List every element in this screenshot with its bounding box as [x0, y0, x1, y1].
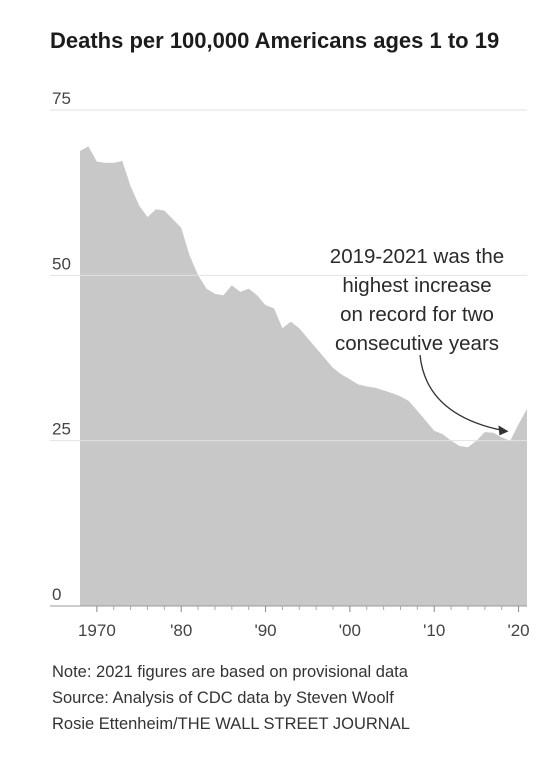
x-tick-label: 1970 [78, 621, 116, 640]
y-tick-label: 0 [52, 585, 61, 604]
x-tick-label: '20 [507, 621, 529, 640]
x-tick-label: '10 [423, 621, 445, 640]
area-series [80, 146, 527, 606]
annotation-line: on record for two [340, 303, 494, 326]
annotation-arrow [419, 354, 503, 432]
source-text: Source: Analysis of CDC data by Steven W… [52, 689, 394, 707]
annotation-line: highest increase [342, 274, 491, 297]
x-tick-label: '00 [339, 621, 361, 640]
chart-notes: Note: 2021 figures are based on provisio… [52, 659, 410, 737]
x-tick-label: '90 [254, 621, 276, 640]
note-text: Note: 2021 figures are based on provisio… [52, 663, 408, 681]
area-chart: 0 25 50 75 1970 '80 '90 '00 '10 '20 2019-2021 was … [50, 89, 530, 640]
y-tick-label: 25 [52, 420, 71, 439]
y-tick-label: 50 [52, 254, 71, 273]
chart-title: Deaths per 100,000 Americans ages 1 to 1… [50, 28, 500, 53]
credit-text: Rosie Ettenheim/THE WALL STREET JOURNAL [52, 715, 410, 733]
annotation-line: 2019-2021 was the [330, 245, 504, 268]
annotation-arrowhead [498, 425, 509, 436]
y-tick-label: 75 [52, 89, 71, 108]
x-tick-label: '80 [170, 621, 192, 640]
annotation-line: consecutive years [335, 332, 499, 355]
